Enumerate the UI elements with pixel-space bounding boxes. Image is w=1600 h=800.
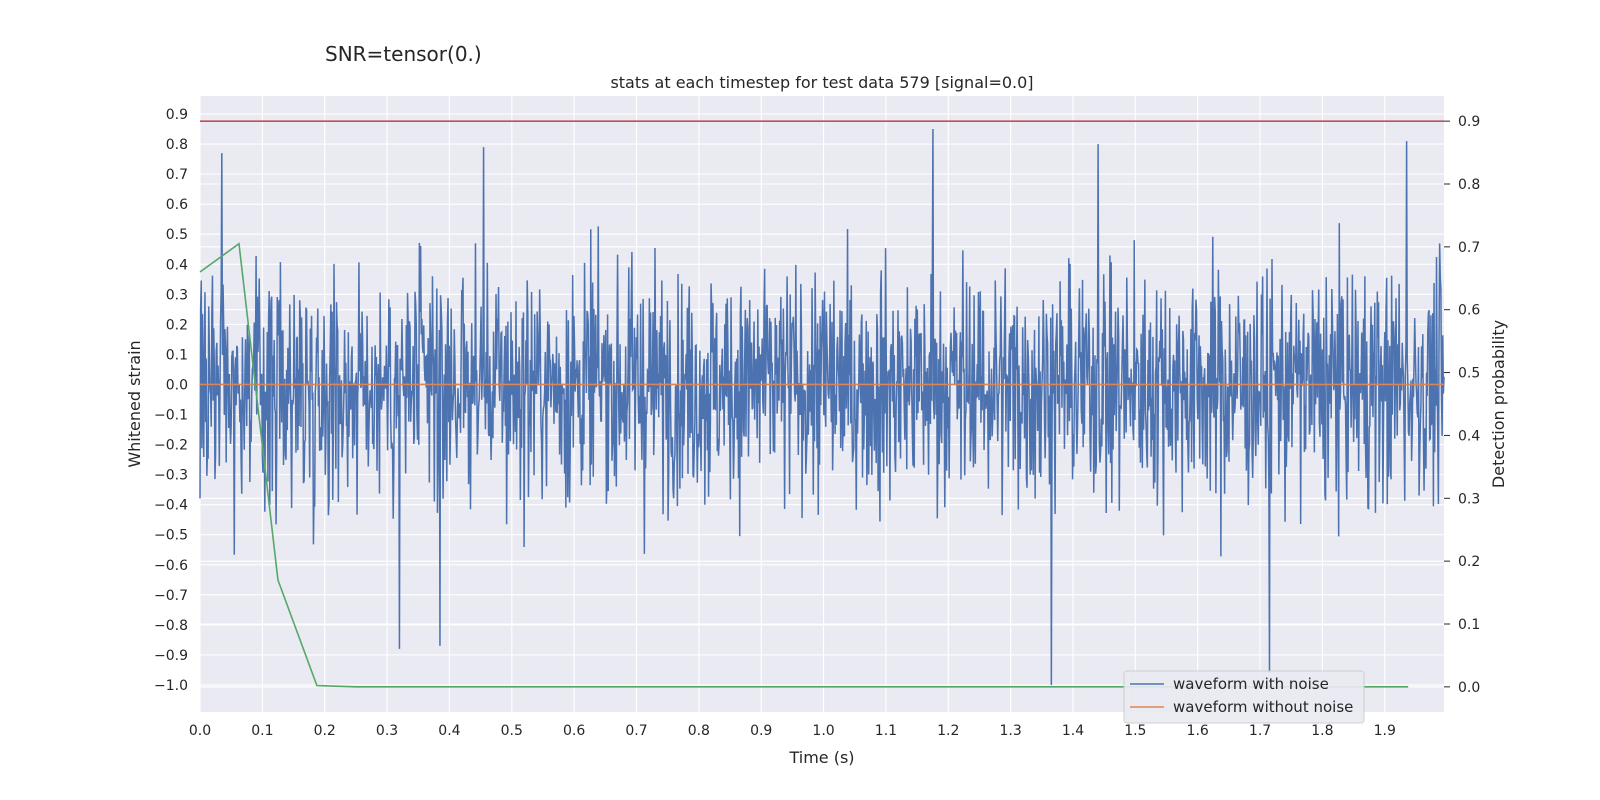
x-tick-label: 1.6	[1187, 723, 1209, 739]
y2-tick-label: 0.9	[1458, 114, 1480, 130]
y2-axis-ticks: 0.0 0.1 0.2 0.3 0.4 0.5 0.6 0.7 0.8 0.9	[1444, 114, 1480, 696]
x-tick-label: 0.8	[688, 723, 710, 739]
x-tick-label: 1.5	[1124, 723, 1146, 739]
y-tick-label: −0.3	[154, 468, 188, 484]
x-tick-label: 0.6	[563, 723, 585, 739]
x-tick-label: 0.9	[750, 723, 772, 739]
y2-tick-label: 0.7	[1458, 240, 1480, 256]
y2-tick-label: 0.6	[1458, 303, 1480, 319]
y2-tick-label: 0.1	[1458, 617, 1480, 633]
y-tick-label: 0.4	[166, 257, 188, 273]
x-tick-label: 0.7	[625, 723, 647, 739]
legend-box	[1123, 670, 1365, 724]
x-tick-label: 0.2	[314, 723, 336, 739]
y-tick-label: −0.7	[154, 588, 188, 604]
legend-label-without-noise: waveform without noise	[1173, 698, 1353, 716]
x-tick-label: 1.4	[1062, 723, 1084, 739]
series-waveform-with-noise	[199, 129, 1445, 685]
y-tick-label: −0.4	[154, 498, 188, 514]
y-tick-label: 0.6	[166, 197, 188, 213]
y-tick-label: −0.5	[154, 528, 188, 544]
y-tick-label: −1.0	[154, 678, 188, 694]
y-tick-label: −0.2	[154, 438, 188, 454]
x-tick-label: 0.4	[438, 723, 460, 739]
y2-tick-label: 0.0	[1458, 680, 1480, 696]
y2-tick-label: 0.4	[1458, 428, 1480, 444]
x-tick-label: 0.5	[501, 723, 523, 739]
y-axis-label: Whitened strain	[125, 340, 144, 467]
figure-suptitle: SNR=tensor(0.)	[325, 42, 482, 66]
x-tick-label: 1.1	[875, 723, 897, 739]
y-axis-ticks: −1.0 −0.9 −0.8 −0.7 −0.6 −0.5 −0.4 −0.3 −0.2 −0.1…	[154, 107, 188, 694]
x-tick-label: 1.8	[1311, 723, 1333, 739]
y-tick-label: 0.0	[166, 377, 188, 393]
y2-tick-label: 0.8	[1458, 177, 1480, 193]
series-layer	[199, 120, 1445, 688]
x-tick-label: 1.2	[937, 723, 959, 739]
x-tick-label: 1.3	[999, 723, 1021, 739]
y-tick-label: −0.6	[154, 558, 188, 574]
y2-axis-label: Detection probability	[1489, 320, 1508, 488]
y-tick-label: 0.9	[166, 107, 188, 123]
x-tick-label: 1.9	[1374, 723, 1396, 739]
chart-title: stats at each timestep for test data 579…	[610, 73, 1033, 92]
x-tick-label: 0.3	[376, 723, 398, 739]
legend-label-with-noise: waveform with noise	[1173, 675, 1329, 693]
x-tick-label: 1.0	[812, 723, 834, 739]
y-tick-label: −0.8	[154, 618, 188, 634]
y2-tick-label: 0.2	[1458, 554, 1480, 570]
y2-tick-label: 0.3	[1458, 491, 1480, 507]
y-tick-label: −0.1	[154, 408, 188, 424]
x-tick-label: 0.0	[189, 723, 211, 739]
y-tick-label: 0.5	[166, 227, 188, 243]
legend: waveform with noise waveform without noi…	[1123, 670, 1365, 724]
y2-tick-label: 0.5	[1458, 366, 1480, 382]
x-axis-label: Time (s)	[788, 748, 854, 767]
y-tick-label: 0.7	[166, 167, 188, 183]
y-tick-label: 0.8	[166, 137, 188, 153]
y-tick-label: −0.9	[154, 648, 188, 664]
series-detection-probability	[199, 242, 1409, 688]
x-tick-label: 1.7	[1249, 723, 1271, 739]
x-tick-label: 0.1	[251, 723, 273, 739]
plot-area-background	[200, 96, 1444, 712]
x-axis-ticks: 0.0 0.1 0.2 0.3 0.4 0.5 0.6 0.7 0.8 0.9 1.0 1.1 1.2 1…	[189, 723, 1396, 739]
y-tick-label: 0.1	[166, 347, 188, 363]
y-tick-label: 0.3	[166, 287, 188, 303]
y-tick-label: 0.2	[166, 317, 188, 333]
